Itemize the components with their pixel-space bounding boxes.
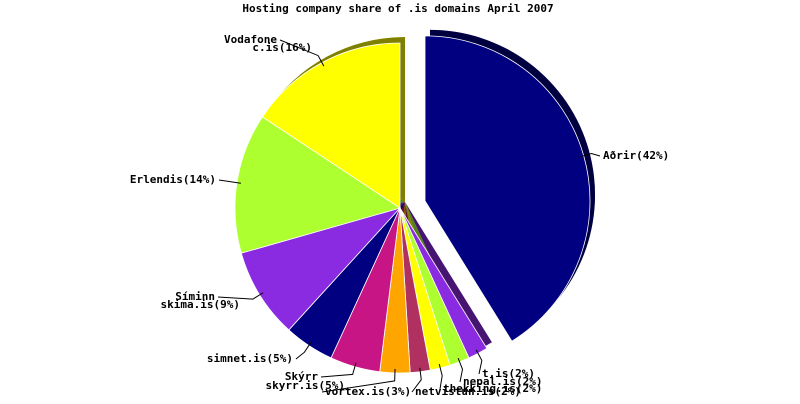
slice-label: simnet.is(5%) [207, 352, 293, 365]
leader-line [457, 357, 464, 383]
slice-label: vortex.is(3%) [325, 385, 411, 398]
slice-label: skima.is(9%) [161, 298, 240, 311]
slice-label: Vodafone [224, 33, 277, 46]
leader-line [411, 367, 422, 393]
leader-line [320, 362, 357, 378]
leader-line [217, 292, 264, 300]
slice-label: c.is(16%) [252, 41, 312, 54]
slice-label: nepal.is(2%) [463, 375, 542, 388]
slice-label: Skýrr [285, 370, 318, 383]
slice-label: netvistun.is(2%) [415, 385, 521, 398]
slice-label: Erlendis(14%) [130, 173, 216, 186]
leader-line [218, 179, 241, 184]
slice-label: t.is(2%) [482, 367, 535, 380]
leader-line [321, 368, 396, 393]
slice-label: skyrr.is(5%) [266, 379, 345, 392]
slice-label: Síminn [175, 290, 215, 303]
slices [234, 35, 591, 374]
slice-label: Aðrir(42%) [603, 149, 669, 162]
leader-line [438, 364, 443, 390]
leader-line [295, 341, 312, 360]
leader-line [579, 153, 601, 158]
slice-shadow-dark [405, 202, 492, 352]
labels: Aðrir(42%) t.is(2%)nepal.is(2%)thekking.i… [130, 33, 669, 398]
leader-line [279, 39, 325, 67]
leader-line [475, 349, 483, 375]
chart-title: Hosting company share of .is domains Apr… [242, 2, 553, 15]
slice-label: thekking.is(2%) [443, 382, 542, 395]
